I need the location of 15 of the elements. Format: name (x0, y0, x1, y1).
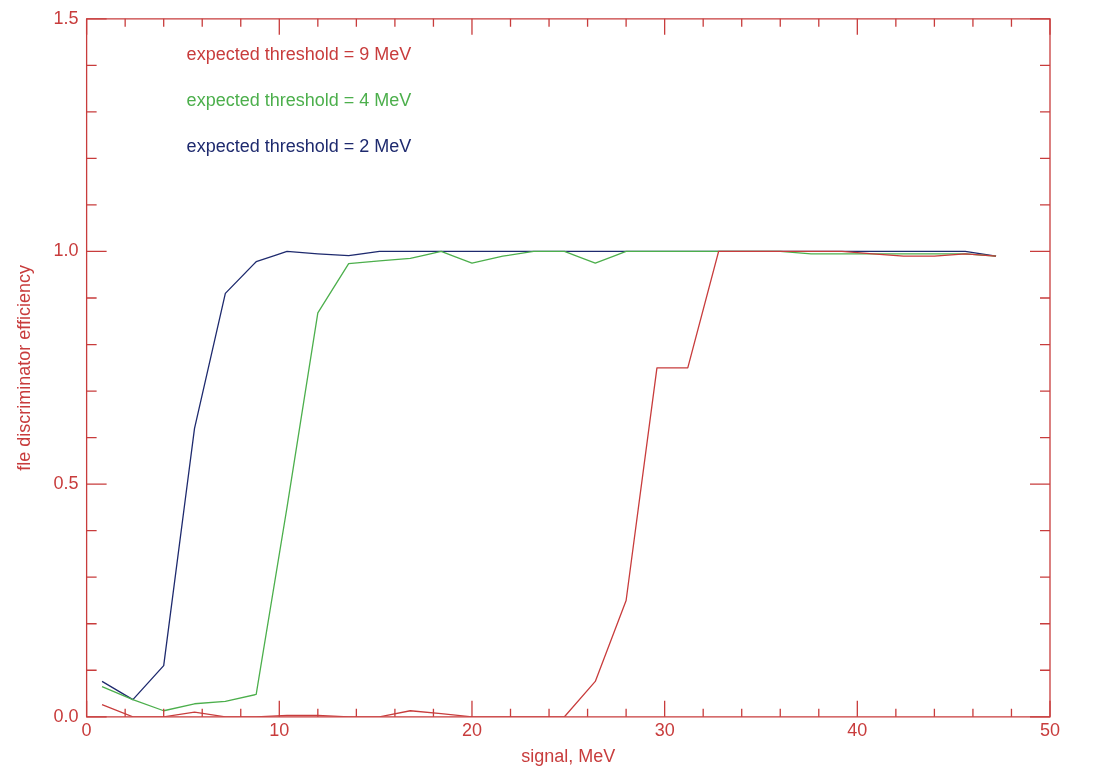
text: expected threshold = 4 MeV (186, 89, 412, 110)
text: expected threshold = 2 MeV (186, 135, 412, 156)
y-tick-label: 0.5 (53, 473, 79, 494)
y-tick-label: 0.0 (53, 705, 79, 726)
y-tick-label: 1.5 (53, 7, 79, 28)
y-axis-title: fle discriminator efficiency (13, 264, 34, 471)
x-tick-label: 50 (1039, 719, 1061, 740)
x-tick-label: 40 (847, 719, 868, 740)
x-tick-label: 30 (654, 719, 675, 740)
y-tick-label: 1.0 (53, 240, 79, 261)
legend-label: expected threshold = 9 MeV (186, 43, 412, 64)
x-tick-label: 20 (461, 719, 482, 740)
x-axis-title: signal, MeV (521, 746, 616, 767)
x-tick-label: 0 (81, 719, 92, 740)
x-tick-label: 10 (269, 719, 290, 740)
